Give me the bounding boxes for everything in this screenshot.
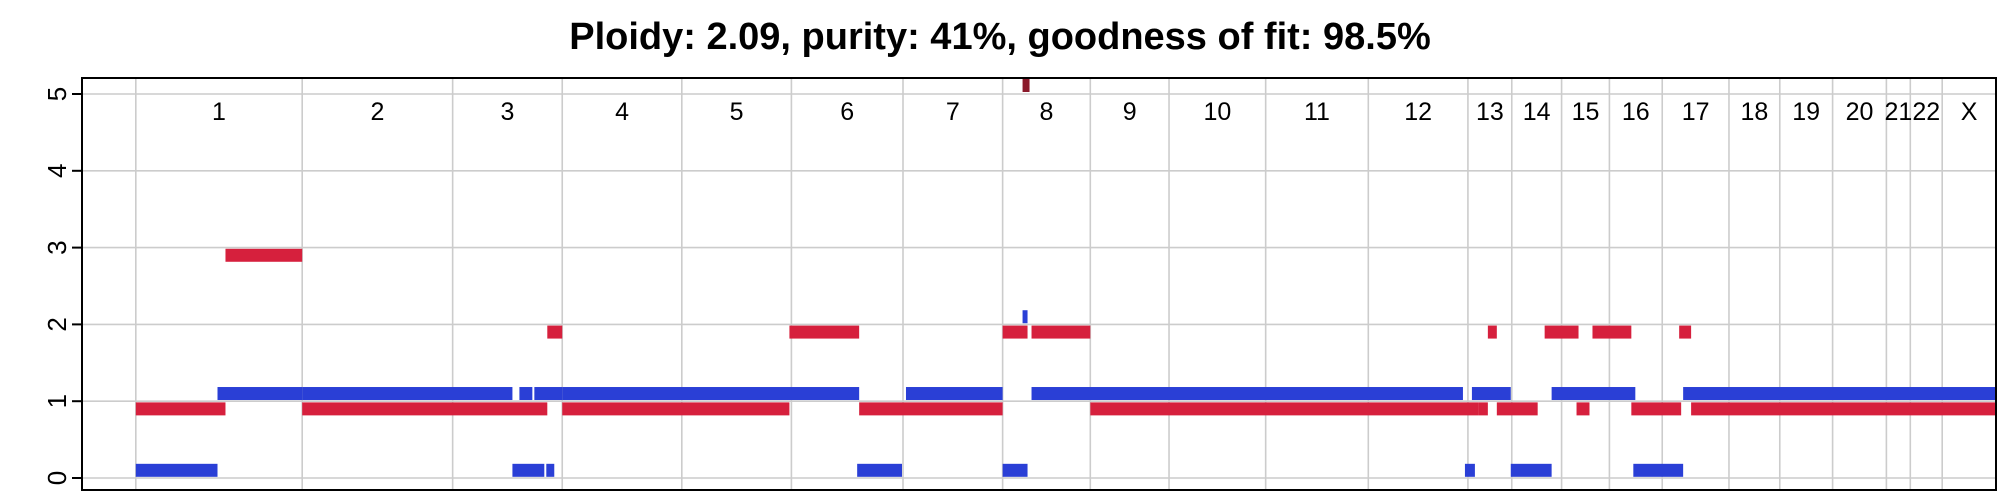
chart-title: Ploidy: 2.09, purity: 41%, goodness of f… (569, 16, 1431, 58)
chromosome-label: 1 (212, 98, 226, 126)
major-segment (1496, 402, 1538, 416)
chromosome-label: 9 (1123, 98, 1137, 126)
chromosome-label: 13 (1476, 98, 1504, 126)
minor-segment (302, 387, 513, 401)
major-segment (1576, 402, 1590, 416)
chromosome-label: 17 (1682, 98, 1710, 126)
chromosome-label: 20 (1846, 98, 1874, 126)
chromosome-label: 14 (1523, 98, 1551, 126)
minor-segment (1510, 463, 1552, 477)
minor-segment (519, 387, 533, 401)
major-segment (562, 402, 790, 416)
major-segment (789, 325, 860, 339)
y-tick-label: 5 (42, 87, 72, 101)
chromosome-label: 21 (1884, 98, 1912, 126)
y-axis: 0 1 2 3 4 5 (42, 87, 82, 485)
minor-segment (512, 463, 545, 477)
minor-segment (857, 463, 903, 477)
y-tick-label: 0 (42, 471, 72, 485)
minor-segment (1464, 463, 1475, 477)
major-segment (302, 402, 548, 416)
minor-segment (1471, 387, 1511, 401)
chromosome-labels: 1 2 3 4 5 6 7 8 9 10 11 12 13 14 15 16 17 18 19 20 21 22 X (212, 98, 1978, 126)
minor-segment (1031, 387, 1463, 401)
minor-segment (217, 387, 303, 401)
minor-segment (1022, 310, 1028, 324)
y-tick-label: 2 (42, 317, 72, 331)
major-segment (547, 325, 563, 339)
clipped-segment (1022, 78, 1030, 92)
chromosome-label: 11 (1304, 98, 1330, 126)
major-segment (135, 402, 226, 416)
major-segment (225, 248, 303, 262)
chromosome-label: 2 (370, 98, 384, 126)
major-segment (1002, 325, 1028, 339)
chromosome-label: 22 (1912, 98, 1940, 126)
minor-segment (534, 387, 563, 401)
minor-segment (905, 387, 1003, 401)
major-segment (1679, 325, 1692, 339)
chromosome-label: 12 (1404, 98, 1432, 126)
minor-segment (1002, 463, 1028, 477)
y-tick-label: 3 (42, 240, 72, 254)
major-segment (1592, 325, 1632, 339)
major-segment (1487, 325, 1497, 339)
chromosome-label: 4 (615, 98, 629, 126)
chromosome-label: 6 (840, 98, 854, 126)
chromosome-label: 18 (1740, 98, 1768, 126)
major-segment (1691, 402, 1996, 416)
minor-segment (546, 463, 555, 477)
major-segment (1544, 325, 1579, 339)
minor-segment (135, 463, 218, 477)
chromosome-label: 10 (1203, 98, 1231, 126)
chromosome-label: 15 (1572, 98, 1600, 126)
major-segment (1031, 325, 1091, 339)
chromosome-label: 3 (500, 98, 514, 126)
chromosome-label: 7 (946, 98, 960, 126)
y-tick-label: 1 (42, 394, 72, 408)
minor-segment (562, 387, 860, 401)
chromosome-label: 19 (1792, 98, 1820, 126)
plot-frame (81, 77, 1997, 491)
major-segment (1478, 402, 1488, 416)
major-segment (859, 402, 1003, 416)
y-tick-label: 4 (42, 164, 72, 178)
minor-segment (1551, 387, 1636, 401)
chromosome-label: 16 (1622, 98, 1650, 126)
major-segment (1090, 402, 1479, 416)
grid-lines (82, 78, 1997, 490)
minor-segment (1683, 387, 1996, 401)
major-segment (1631, 402, 1682, 416)
minor-segment (1633, 463, 1684, 477)
chromosome-label: 8 (1040, 98, 1054, 126)
chromosome-label: X (1961, 98, 1978, 126)
segment-layer (135, 78, 1996, 477)
chromosome-label: 5 (730, 98, 744, 126)
